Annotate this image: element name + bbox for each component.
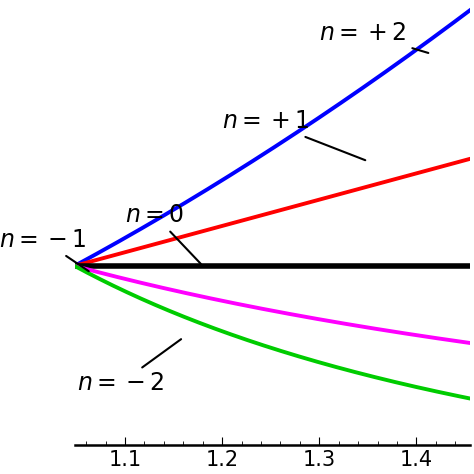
Text: $n = -2$: $n = -2$ xyxy=(76,339,181,395)
Text: $n = 0$: $n = 0$ xyxy=(125,204,201,264)
Text: $n = +2$: $n = +2$ xyxy=(319,22,428,53)
Text: $n = -1$: $n = -1$ xyxy=(0,228,89,271)
Text: $n = +1$: $n = +1$ xyxy=(222,110,365,160)
